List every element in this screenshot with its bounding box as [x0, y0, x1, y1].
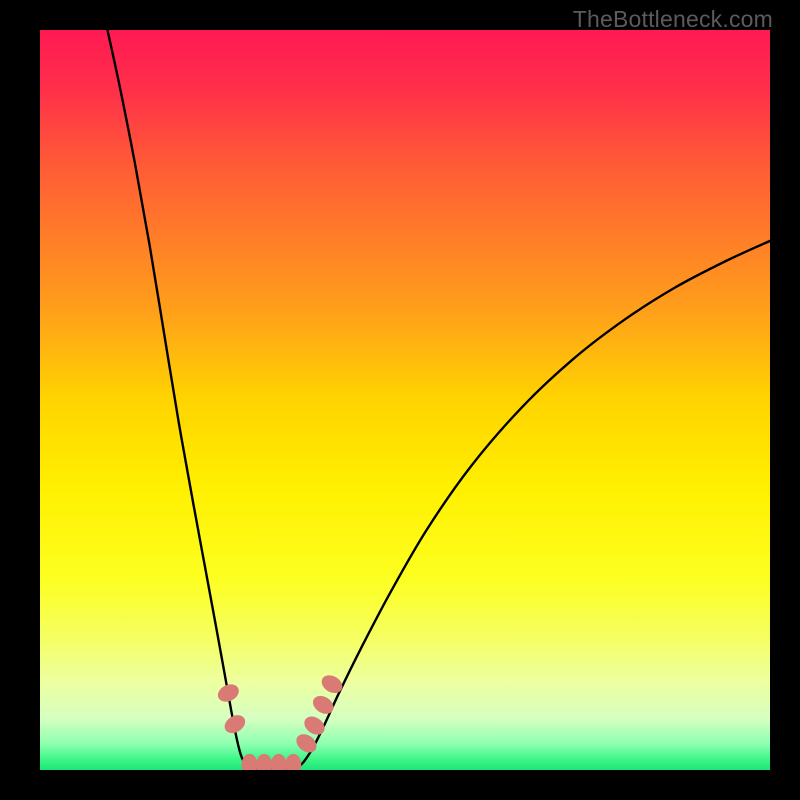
marker-point: [285, 754, 301, 770]
marker-point: [242, 754, 258, 770]
marker-point: [318, 672, 345, 697]
marker-point: [256, 754, 272, 770]
curve-layer: [40, 30, 770, 770]
marker-point: [215, 681, 242, 705]
watermark-text: TheBottleneck.com: [573, 6, 773, 33]
left-curve: [107, 30, 252, 770]
marker-point: [310, 692, 337, 717]
right-curve: [296, 241, 771, 770]
plot-area: [40, 30, 770, 770]
marker-point: [271, 754, 287, 770]
